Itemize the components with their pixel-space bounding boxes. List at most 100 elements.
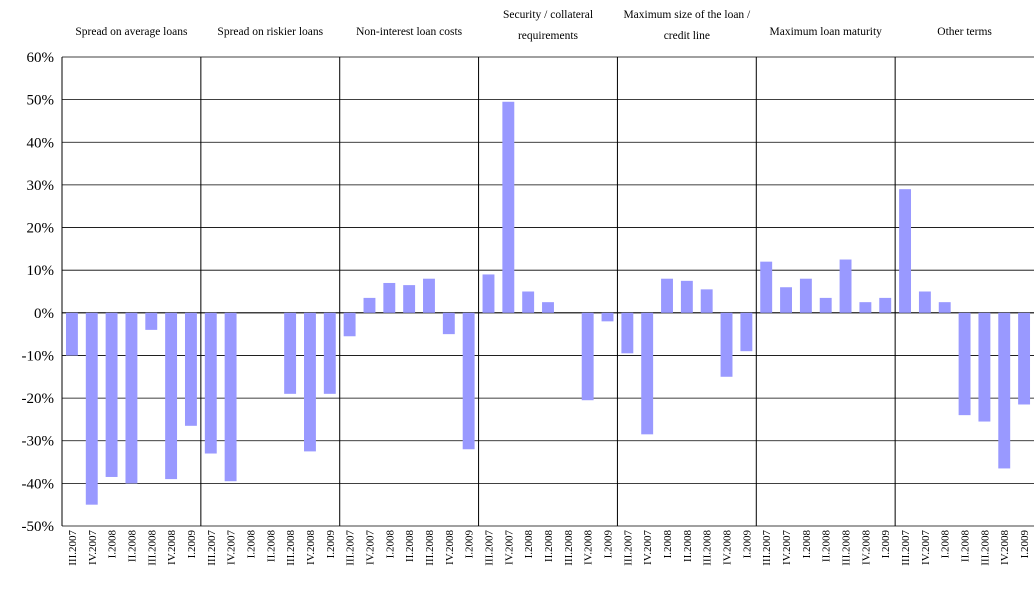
group-title: Spread on riskier loans [217, 26, 323, 38]
x-tick-label: I.2008 [662, 530, 674, 559]
bar [363, 297, 376, 313]
bar [284, 312, 297, 394]
x-tick-label: III.2008 [424, 530, 436, 566]
x-tick-label: IV.2008 [999, 530, 1011, 565]
x-tick-label: IV.2007 [87, 530, 99, 565]
x-tick-label: III.2007 [67, 530, 79, 566]
y-tick-label: -10% [22, 348, 55, 364]
bar [423, 278, 435, 313]
bar [879, 297, 892, 313]
x-tick-label: II.2008 [682, 530, 694, 563]
bar [224, 312, 237, 482]
group-title: Spread on average loans [75, 26, 188, 38]
bar [740, 312, 753, 352]
x-tick-label: I.2008 [523, 530, 535, 559]
y-tick-label: 30% [27, 178, 55, 194]
bar [978, 312, 991, 422]
y-tick-label: 10% [27, 263, 55, 279]
x-tick-label: IV.2008 [166, 530, 178, 565]
bar [998, 312, 1011, 469]
bar [85, 312, 98, 505]
x-tick-label: II.2008 [265, 530, 277, 563]
y-tick-label: 40% [27, 135, 55, 151]
y-tick-label: -40% [22, 476, 55, 492]
bar [184, 312, 197, 426]
x-tick-label: IV.2008 [444, 530, 456, 565]
bar [780, 287, 792, 313]
x-tick-label: II.2008 [821, 530, 833, 563]
group-title: Maximum size of the loan / [623, 9, 751, 21]
x-tick-label: IV.2007 [226, 530, 238, 565]
x-tick-label: III.2007 [900, 530, 912, 566]
x-tick-label: IV.2007 [364, 530, 376, 565]
x-tick-label: III.2008 [841, 530, 853, 566]
bar [442, 312, 455, 335]
bar [522, 291, 535, 313]
x-tick-label: I.2009 [464, 530, 476, 559]
x-tick-label: IV.2008 [583, 530, 595, 565]
x-tick-label: I.2009 [1019, 530, 1031, 559]
bar [661, 278, 673, 313]
x-tick-label: IV.2008 [722, 530, 734, 565]
bar [145, 312, 158, 330]
bar [938, 302, 951, 313]
x-tick-label: I.2009 [603, 530, 615, 559]
bar [482, 274, 495, 313]
bar [700, 289, 713, 313]
y-tick-label: 0% [34, 306, 54, 322]
bar [621, 312, 634, 354]
x-tick-label: I.2009 [325, 530, 337, 559]
group-title: requirements [518, 30, 579, 42]
bar [819, 297, 832, 313]
x-tick-label: II.2008 [404, 530, 416, 563]
bar [581, 312, 594, 401]
y-tick-label: -30% [22, 434, 55, 450]
bar [204, 312, 217, 454]
bar [760, 261, 773, 313]
bar [383, 282, 396, 313]
bar [323, 312, 336, 394]
group-title: Maximum loan maturity [769, 26, 882, 38]
x-tick-label: III.2007 [622, 530, 634, 566]
bar [462, 312, 475, 450]
x-tick-label: I.2009 [741, 530, 753, 559]
x-tick-label: IV.2007 [920, 530, 932, 565]
bar [65, 312, 78, 356]
group-title: Non-interest loan costs [356, 26, 463, 38]
bar [918, 291, 931, 313]
bar [641, 312, 654, 435]
x-tick-label: III.2008 [285, 530, 297, 566]
bar [839, 259, 852, 313]
x-tick-label: II.2008 [543, 530, 555, 563]
bar [502, 101, 515, 313]
x-tick-label: III.2008 [563, 530, 575, 566]
bar [1018, 312, 1031, 405]
x-tick-label: III.2008 [979, 530, 991, 566]
bar [958, 312, 971, 416]
y-tick-label: -50% [22, 519, 55, 535]
x-tick-label: I.2009 [186, 530, 198, 559]
bar [859, 302, 872, 313]
x-tick-label: I.2008 [384, 530, 396, 559]
x-tick-label: IV.2007 [781, 530, 793, 565]
bar [601, 312, 614, 322]
bar [105, 312, 118, 477]
x-tick-label: IV.2007 [642, 530, 654, 565]
x-tick-label: IV.2008 [305, 530, 317, 565]
bar [720, 312, 733, 377]
group-title: Other terms [937, 26, 992, 38]
x-tick-label: III.2008 [702, 530, 714, 566]
x-tick-label: IV.2008 [860, 530, 872, 565]
bar [403, 285, 416, 313]
y-tick-label: 20% [27, 221, 55, 237]
x-tick-label: I.2008 [940, 530, 952, 559]
bar [165, 312, 178, 480]
x-tick-label: II.2008 [960, 530, 972, 563]
group-title: Security / collateral [503, 9, 593, 21]
x-tick-label: I.2008 [801, 530, 813, 559]
x-tick-label: I.2009 [880, 530, 892, 559]
bar [343, 312, 356, 337]
x-tick-label: III.2008 [146, 530, 158, 566]
